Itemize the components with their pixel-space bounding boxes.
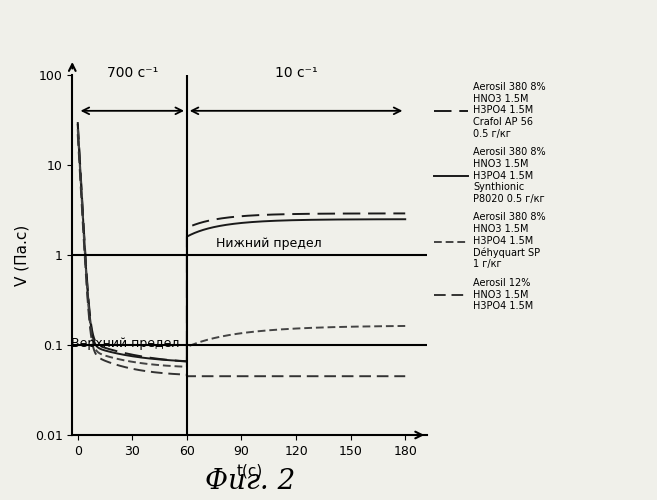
Aerosil 380 8%
HNO3 1.5M
H3PO4 1.5M
Déhyquart SP
1 г/кг [74,126,81,132]
Aerosil 380 8%
HNO3 1.5M
H3PO4 1.5M
Déhyquart SP
1 г/кг [116,356,124,362]
Text: Верхний предел: Верхний предел [71,338,179,350]
Aerosil 380 8%
HNO3 1.5M
H3PO4 1.5M
Synthionic
P8020 0.5 г/кг [74,122,81,128]
Aerosil 12%
HNO3 1.5M
H3PO4 1.5M [250,373,258,379]
Text: 10 с⁻¹: 10 с⁻¹ [275,66,317,80]
Aerosil 380 8%
HNO3 1.5M
H3PO4 1.5M
Synthionic
P8020 0.5 г/кг [401,216,409,222]
Aerosil 380 8%
HNO3 1.5M
H3PO4 1.5M
Déhyquart SP
1 г/кг [365,324,373,330]
Y-axis label: V (Па.с): V (Па.с) [14,224,29,286]
Aerosil 380 8%
HNO3 1.5M
H3PO4 1.5M
Déhyquart SP
1 г/кг [290,326,298,332]
Aerosil 380 8%
HNO3 1.5M
H3PO4 1.5M
Crafol AP 56
0.5 г/кг [401,210,409,216]
Aerosil 380 8%
HNO3 1.5M
H3PO4 1.5M
Crafol AP 56
0.5 г/кг [365,210,373,216]
Aerosil 380 8%
HNO3 1.5M
H3PO4 1.5M
Crafol AP 56
0.5 г/кг [74,119,81,125]
Aerosil 380 8%
HNO3 1.5M
H3PO4 1.5M
Crafol AP 56
0.5 г/кг [183,358,191,364]
Aerosil 380 8%
HNO3 1.5M
H3PO4 1.5M
Crafol AP 56
0.5 г/кг [290,211,298,217]
Aerosil 380 8%
HNO3 1.5M
H3PO4 1.5M
Déhyquart SP
1 г/кг [222,332,230,338]
Text: Нижний предел: Нижний предел [216,236,321,250]
Line: Aerosil 380 8%
HNO3 1.5M
H3PO4 1.5M
Synthionic
P8020 0.5 г/кг: Aerosil 380 8% HNO3 1.5M H3PO4 1.5M Synt… [78,125,405,361]
Aerosil 12%
HNO3 1.5M
H3PO4 1.5M [183,373,191,379]
Aerosil 380 8%
HNO3 1.5M
H3PO4 1.5M
Déhyquart SP
1 г/кг [250,328,258,334]
Aerosil 380 8%
HNO3 1.5M
H3PO4 1.5M
Crafol AP 56
0.5 г/кг [116,349,124,355]
Aerosil 12%
HNO3 1.5M
H3PO4 1.5M [74,131,81,137]
Aerosil 12%
HNO3 1.5M
H3PO4 1.5M [246,373,254,379]
Aerosil 380 8%
HNO3 1.5M
H3PO4 1.5M
Synthionic
P8020 0.5 г/кг [116,351,124,357]
Aerosil 380 8%
HNO3 1.5M
H3PO4 1.5M
Synthionic
P8020 0.5 г/кг [222,222,230,228]
Aerosil 12%
HNO3 1.5M
H3PO4 1.5M [365,373,373,379]
Aerosil 380 8%
HNO3 1.5M
H3PO4 1.5M
Déhyquart SP
1 г/кг [246,329,254,335]
Aerosil 12%
HNO3 1.5M
H3PO4 1.5M [401,373,409,379]
Aerosil 12%
HNO3 1.5M
H3PO4 1.5M [116,362,124,368]
Aerosil 380 8%
HNO3 1.5M
H3PO4 1.5M
Synthionic
P8020 0.5 г/кг [365,216,373,222]
Legend: Aerosil 380 8%
HNO3 1.5M
H3PO4 1.5M
Crafol AP 56
0.5 г/кг, Aerosil 380 8%
HNO3 1: Aerosil 380 8% HNO3 1.5M H3PO4 1.5M Craf… [434,82,546,312]
Text: Фиг. 2: Фиг. 2 [204,468,295,495]
Text: 700 с⁻¹: 700 с⁻¹ [106,66,158,80]
Line: Aerosil 380 8%
HNO3 1.5M
H3PO4 1.5M
Crafol AP 56
0.5 г/кг: Aerosil 380 8% HNO3 1.5M H3PO4 1.5M Craf… [78,122,405,362]
Aerosil 12%
HNO3 1.5M
H3PO4 1.5M [222,373,230,379]
Aerosil 380 8%
HNO3 1.5M
H3PO4 1.5M
Déhyquart SP
1 г/кг [183,364,191,370]
Aerosil 380 8%
HNO3 1.5M
H3PO4 1.5M
Synthionic
P8020 0.5 г/кг [290,217,298,223]
Line: Aerosil 380 8%
HNO3 1.5M
H3PO4 1.5M
Déhyquart SP
1 г/кг: Aerosil 380 8% HNO3 1.5M H3PO4 1.5M Déhy… [78,129,405,367]
Line: Aerosil 12%
HNO3 1.5M
H3PO4 1.5M: Aerosil 12% HNO3 1.5M H3PO4 1.5M [78,134,405,376]
Aerosil 380 8%
HNO3 1.5M
H3PO4 1.5M
Synthionic
P8020 0.5 г/кг [250,219,258,225]
X-axis label: t(с): t(с) [237,464,263,478]
Aerosil 380 8%
HNO3 1.5M
H3PO4 1.5M
Crafol AP 56
0.5 г/кг [246,212,254,218]
Aerosil 12%
HNO3 1.5M
H3PO4 1.5M [290,373,298,379]
Aerosil 380 8%
HNO3 1.5M
H3PO4 1.5M
Crafol AP 56
0.5 г/кг [250,212,258,218]
Aerosil 380 8%
HNO3 1.5M
H3PO4 1.5M
Synthionic
P8020 0.5 г/кг [246,219,254,225]
Aerosil 380 8%
HNO3 1.5M
H3PO4 1.5M
Déhyquart SP
1 г/кг [401,323,409,329]
Aerosil 380 8%
HNO3 1.5M
H3PO4 1.5M
Crafol AP 56
0.5 г/кг [222,214,230,220]
Aerosil 380 8%
HNO3 1.5M
H3PO4 1.5M
Synthionic
P8020 0.5 г/кг [183,358,191,364]
